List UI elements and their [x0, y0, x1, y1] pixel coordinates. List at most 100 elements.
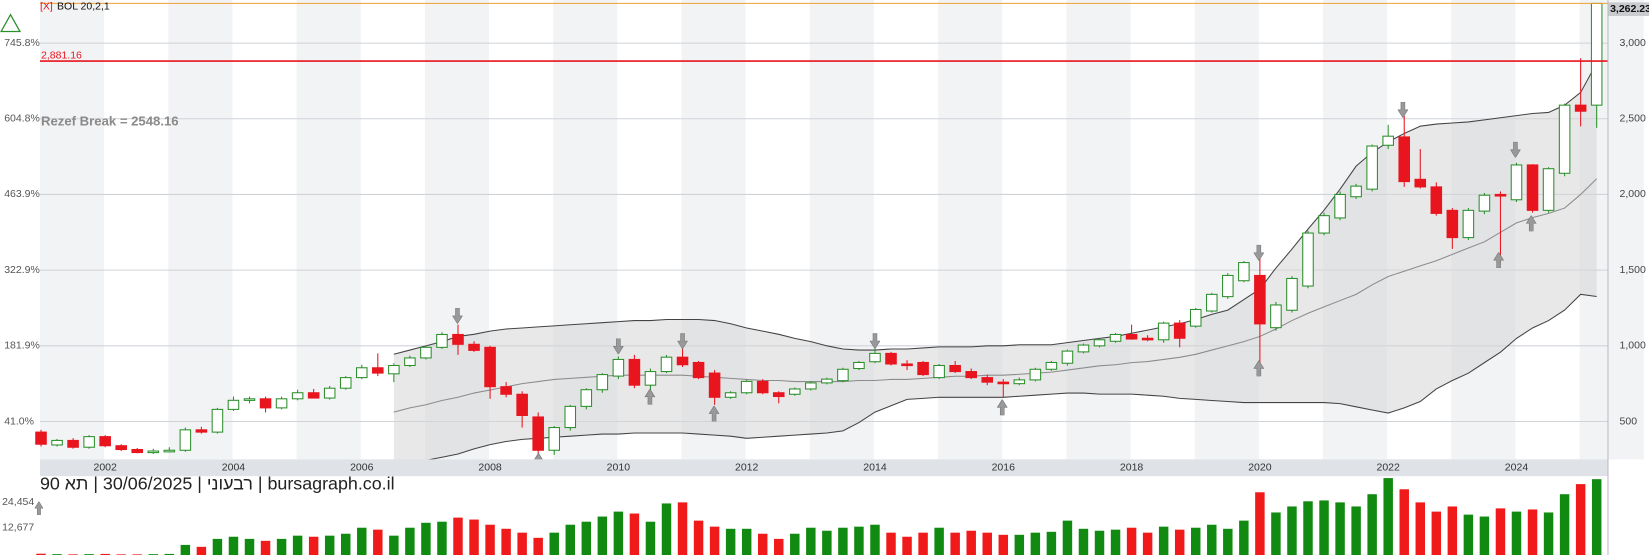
volume-bar [1463, 514, 1474, 555]
y-tick-label: 1,000 [1620, 340, 1646, 352]
volume-bar [180, 544, 191, 555]
candle-body [1334, 193, 1346, 219]
volume-bar [790, 533, 800, 555]
candle-body [452, 333, 464, 345]
y-tick-label: 2,000 [1620, 188, 1646, 200]
candle-body [468, 343, 480, 351]
volume-bar [1191, 527, 1201, 555]
candle-body [195, 429, 208, 433]
volume-bar [1431, 511, 1442, 555]
candle-body [291, 392, 304, 400]
volume-bar [693, 520, 704, 555]
last-price-box [1607, 2, 1649, 17]
volume-bar [1543, 512, 1554, 555]
volume-bar [950, 532, 960, 555]
candle-body [243, 398, 256, 401]
volume-bar [1367, 494, 1377, 555]
volume-bar [1559, 494, 1570, 555]
volume-bar [1062, 520, 1073, 555]
indicator-label: BOL 20,2,1 [57, 0, 110, 12]
band-lower [393, 293, 1597, 469]
candle-body [1350, 185, 1362, 198]
volume-bar [1511, 511, 1522, 555]
candle-body [372, 367, 384, 374]
volume-bar [36, 553, 46, 555]
candle-body [163, 449, 176, 453]
candle-body [1173, 322, 1186, 339]
volume-bar [1255, 492, 1265, 555]
volume-bar [1319, 500, 1329, 555]
volume-bar [501, 528, 511, 555]
volume-bar [1479, 516, 1490, 555]
volume-bar [645, 521, 656, 555]
volume-bar [1271, 512, 1281, 555]
candle-body [1558, 104, 1571, 174]
candle-body [67, 439, 79, 448]
y-tick-label: 2,500 [1620, 113, 1646, 125]
y2-tick-label: 41.0% [4, 415, 34, 427]
candle-body [740, 380, 753, 394]
candle-body [420, 346, 432, 359]
candle-body [516, 393, 528, 416]
candle-body [853, 361, 865, 370]
candle-body [35, 431, 47, 445]
volume-bar [1014, 534, 1025, 555]
candle-body [339, 377, 352, 389]
candle-body [1061, 350, 1074, 364]
x-tick-label: 2014 [863, 462, 887, 474]
candle-body [917, 361, 929, 376]
candle-body [307, 392, 320, 399]
axes: 500 1,000 1,500 2,000 2,500 3,000 41.0% 181.9% 3… [4, 2, 1649, 427]
volume-bar [661, 503, 672, 555]
indicator-close[interactable]: [X] [40, 0, 53, 12]
candle-body [596, 374, 609, 391]
y2-tick-label: 604.8% [4, 113, 40, 125]
candle-body [1510, 164, 1523, 201]
volume-bar [308, 536, 319, 555]
volume-bar [1351, 506, 1361, 555]
volume-bar [373, 529, 383, 555]
volume-bar [982, 532, 992, 555]
candle-body [837, 368, 849, 382]
volume-bar [902, 536, 912, 555]
volume-bar [1223, 528, 1233, 555]
candle-body [484, 346, 496, 388]
volume-bar [1126, 527, 1137, 555]
candle-body [805, 382, 817, 390]
candle-body [1141, 337, 1154, 341]
y2-tick-label: 745.8% [4, 37, 40, 49]
reference-label: 2,881.16 [41, 50, 82, 62]
volume-bar [485, 524, 495, 555]
candle-body [821, 378, 833, 384]
candle-body [901, 363, 913, 367]
y2-tick-label: 181.9% [4, 340, 40, 352]
volume-tick-label: 12,677 [2, 522, 34, 534]
volume-bar [1399, 489, 1409, 555]
volume-bar [1046, 531, 1057, 555]
y-tick-label: 1,500 [1620, 264, 1646, 276]
candle-body [676, 356, 689, 366]
volume-bar [341, 533, 351, 555]
candle-body [1045, 361, 1058, 370]
year-stripe [168, 0, 233, 460]
volume-bar [741, 528, 752, 555]
candle-body [1382, 135, 1394, 146]
candle-body [115, 445, 127, 451]
candle-body [660, 356, 673, 373]
volume-bar [613, 511, 624, 555]
volume-panel: 12,677 24,454 [2, 478, 1602, 555]
volume-bar [1415, 502, 1425, 555]
year-stripe [39, 0, 105, 460]
volume-bar [260, 540, 271, 555]
volume-bar [918, 532, 928, 555]
candle-body [388, 364, 400, 375]
y-tick-label: 3,000 [1620, 37, 1646, 49]
candle-body [1125, 333, 1138, 340]
volume-bar [1110, 529, 1121, 555]
candle-body [436, 333, 448, 348]
indicator-icon [0, 13, 22, 33]
candle-body [949, 364, 961, 373]
volume-bar [565, 524, 575, 555]
